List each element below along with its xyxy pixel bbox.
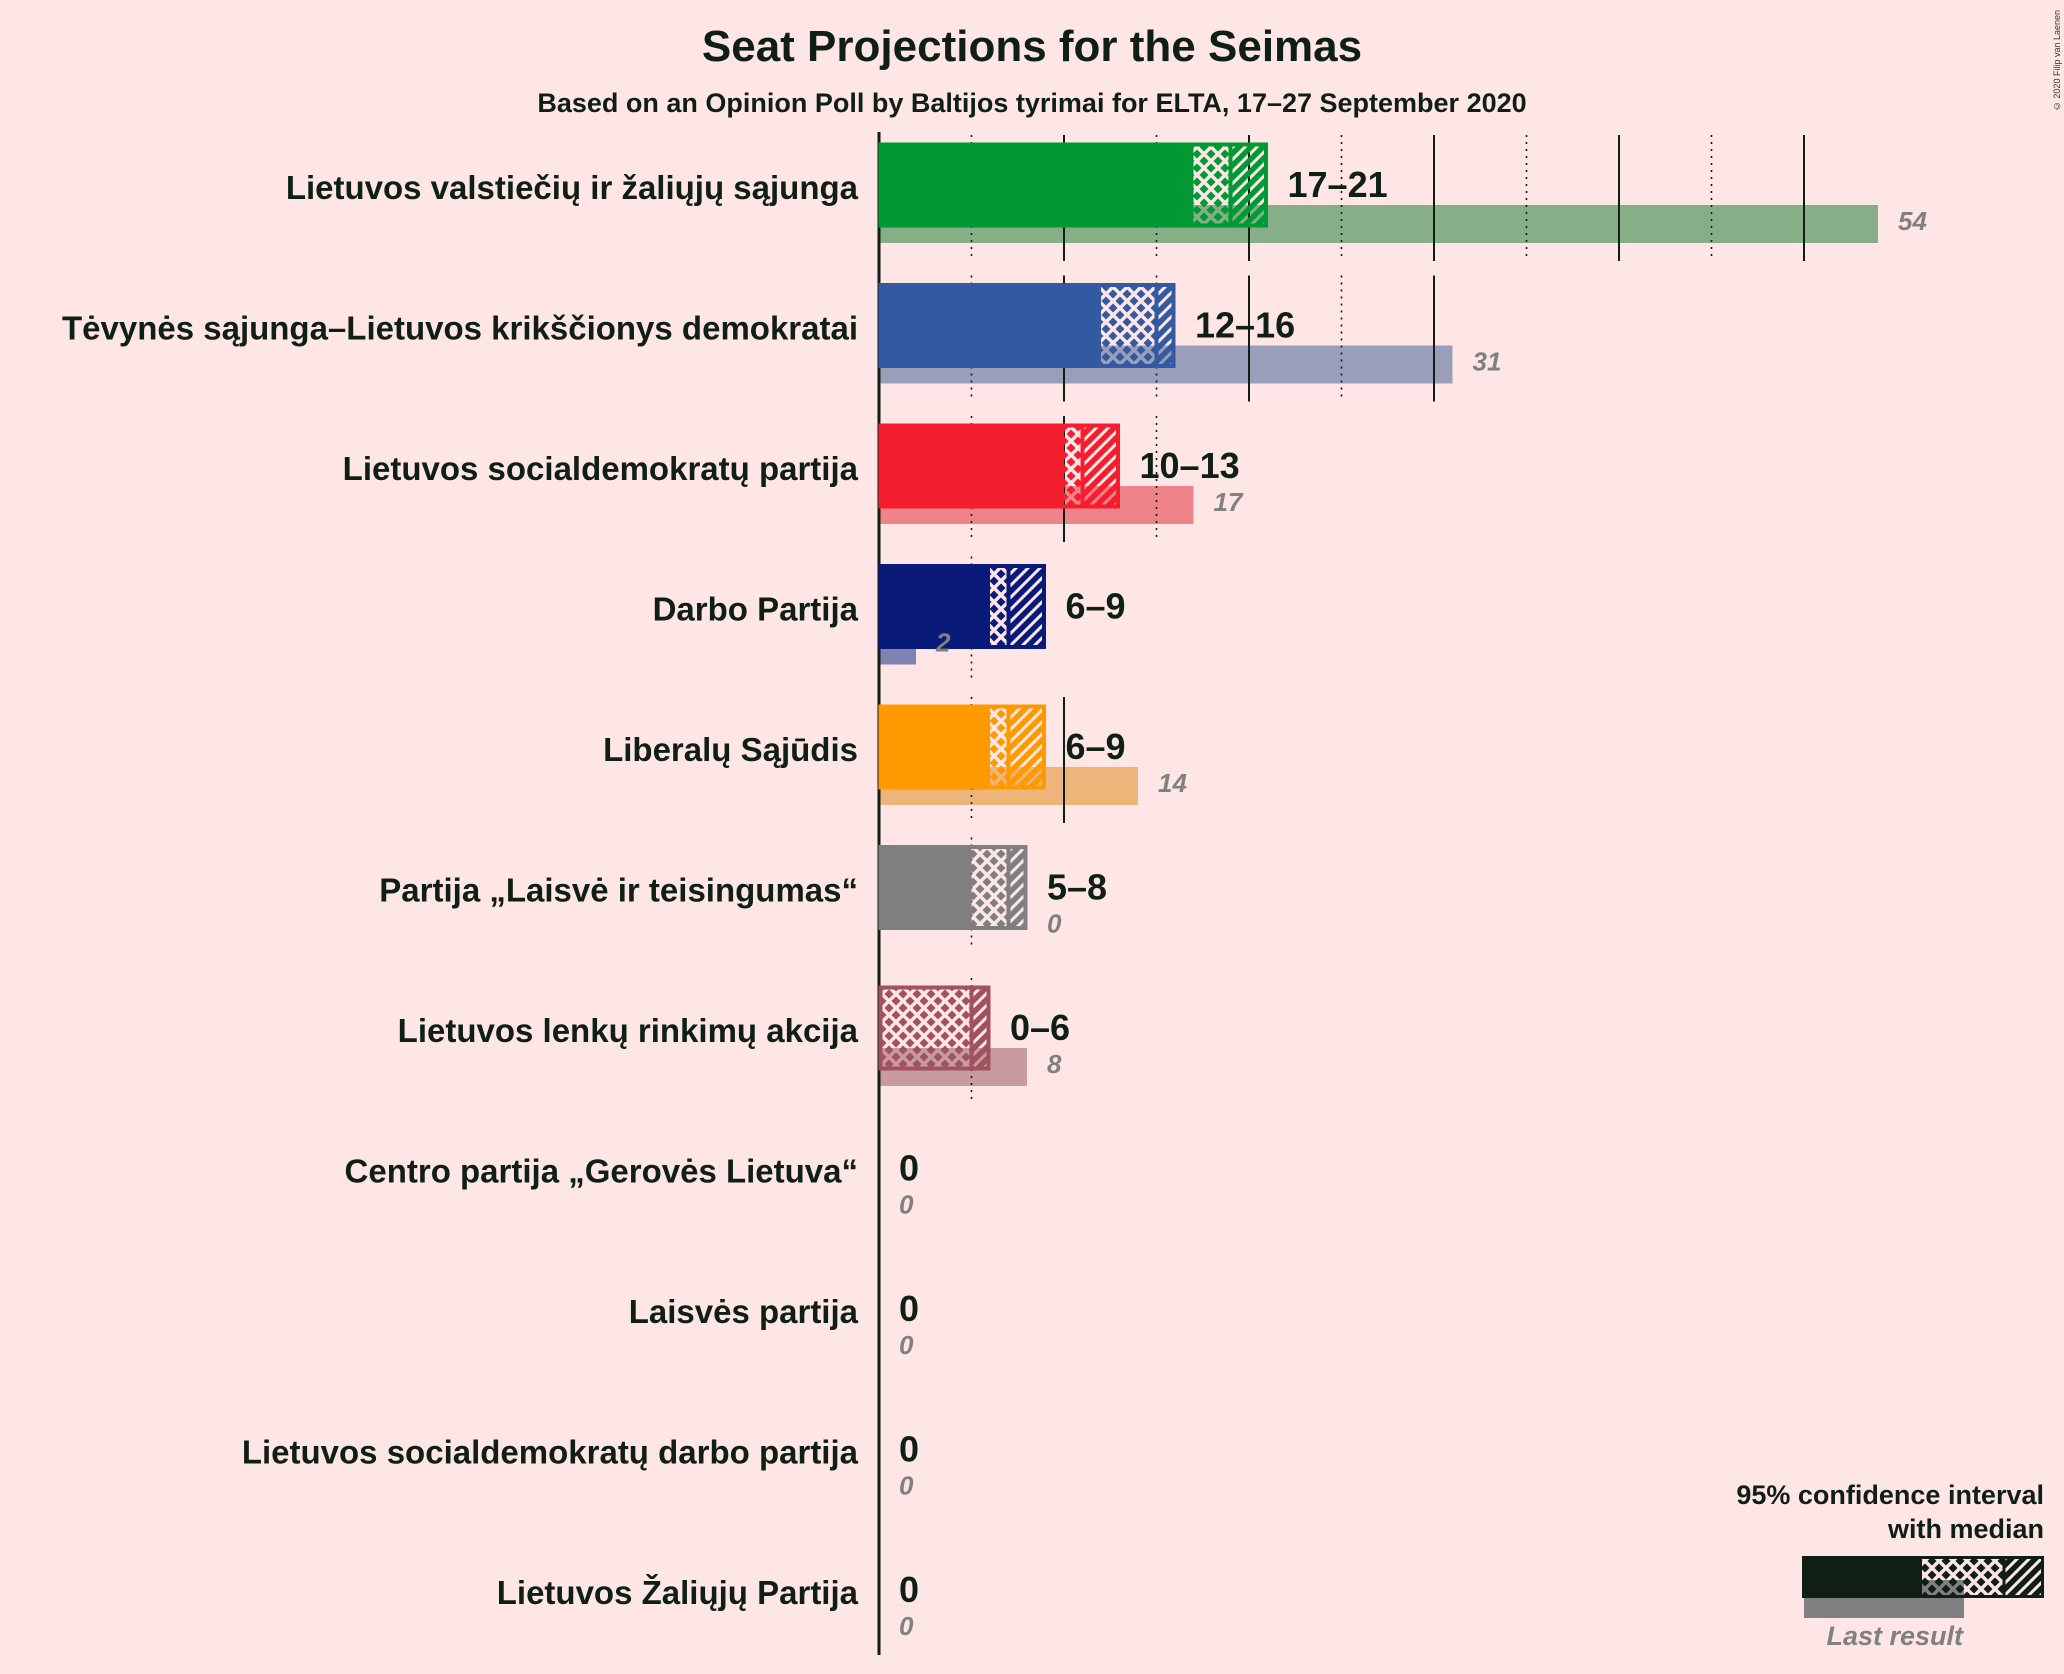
legend-title-line2: with median	[1887, 1514, 2044, 1544]
last-result-label: 2	[935, 628, 951, 658]
party-label: Partija „Laisvė ir teisingumas“	[379, 872, 858, 909]
bar-ci-low	[971, 845, 1009, 930]
party-label: Liberalų Sąjūdis	[603, 731, 858, 768]
legend-title-line1: 95% confidence interval	[1736, 1480, 2044, 1510]
bar-ci-low	[879, 986, 972, 1070]
bar-ci-low	[990, 564, 1009, 649]
party-label: Laisvės partija	[629, 1293, 859, 1330]
last-result-label: 54	[1898, 206, 1927, 236]
party-label: Lietuvos socialdemokratų darbo partija	[242, 1434, 859, 1471]
bar-ci-high	[1082, 424, 1120, 508]
bar-outline	[878, 142, 1268, 228]
range-label: 0–6	[1010, 1007, 1070, 1048]
bar-ci-low	[1101, 283, 1157, 368]
party-label: Lietuvos valstiečių ir žaliųjų sąjunga	[286, 169, 859, 206]
bar-outline	[878, 423, 1120, 509]
range-label: 0	[899, 1148, 919, 1189]
projection-bar	[878, 985, 991, 1071]
last-result-label: 14	[1158, 768, 1187, 798]
projection-bar	[878, 423, 1120, 509]
range-label: 0	[899, 1288, 919, 1329]
bar-solid	[879, 143, 1194, 227]
chart-title: Seat Projections for the Seimas	[701, 22, 1363, 71]
last-result-label: 0	[899, 1471, 914, 1501]
range-label: 5–8	[1047, 867, 1107, 908]
projection-bar	[878, 845, 1028, 930]
bar-outline	[878, 564, 1046, 649]
party-label: Centro partija „Gerovės Lietuva“	[345, 1153, 858, 1190]
legend-ci-high-swatch	[2004, 1556, 2044, 1598]
bar-ci-high	[1008, 705, 1046, 789]
bar-ci-low	[1193, 143, 1231, 227]
bar-ci-low	[1064, 424, 1083, 508]
bar-solid	[879, 564, 990, 649]
range-label: 12–16	[1195, 305, 1295, 346]
bar-ci-high	[971, 986, 990, 1070]
projection-bar	[878, 564, 1046, 649]
party-label: Darbo Partija	[653, 591, 859, 628]
bar-outline	[878, 283, 1176, 368]
legend-outline	[1802, 1556, 2044, 1598]
range-label: 6–9	[1066, 726, 1126, 767]
bar-solid	[879, 424, 1064, 508]
bar-outline	[878, 845, 1028, 930]
party-label: Lietuvos Žaliųjų Partija	[497, 1574, 859, 1611]
bar-ci-low	[990, 705, 1009, 789]
range-label: 6–9	[1066, 586, 1126, 627]
party-label: Lietuvos lenkų rinkimų akcija	[398, 1012, 859, 1049]
party-label: Lietuvos socialdemokratų partija	[343, 450, 859, 487]
chart-subtitle: Based on an Opinion Poll by Baltijos tyr…	[537, 88, 1527, 118]
last-result-label: 0	[899, 1190, 914, 1220]
bar-solid	[879, 705, 990, 789]
last-result-label: 0	[899, 1611, 914, 1641]
bar-solid	[879, 845, 972, 930]
last-result-label: 0	[899, 1330, 914, 1360]
bar-outline	[878, 704, 1046, 790]
range-label: 10–13	[1140, 445, 1240, 486]
legend-solid-swatch	[1802, 1556, 1922, 1598]
bar-outline	[878, 985, 991, 1071]
projection-bar	[878, 704, 1046, 790]
bar-ci-high	[1156, 283, 1175, 368]
range-label: 0	[899, 1569, 919, 1610]
last-result-label: 8	[1047, 1049, 1062, 1079]
legend-ci-low-swatch	[1922, 1556, 2004, 1598]
bar-ci-high	[1008, 845, 1027, 930]
last-result-label: 0	[1047, 909, 1062, 939]
bar-ci-high	[1230, 143, 1268, 227]
projection-bar	[878, 142, 1268, 228]
range-label: 17–21	[1288, 164, 1388, 205]
last-result-label: 31	[1473, 347, 1502, 377]
projection-bar	[878, 283, 1176, 368]
bar-ci-high	[1008, 564, 1046, 649]
party-label: Tėvynės sąjunga–Lietuvos krikščionys dem…	[62, 310, 858, 347]
last-result-label: 17	[1214, 487, 1244, 517]
range-label: 0	[899, 1429, 919, 1470]
bar-solid	[879, 283, 1101, 368]
legend-last-result-label: Last result	[1826, 1621, 1964, 1651]
